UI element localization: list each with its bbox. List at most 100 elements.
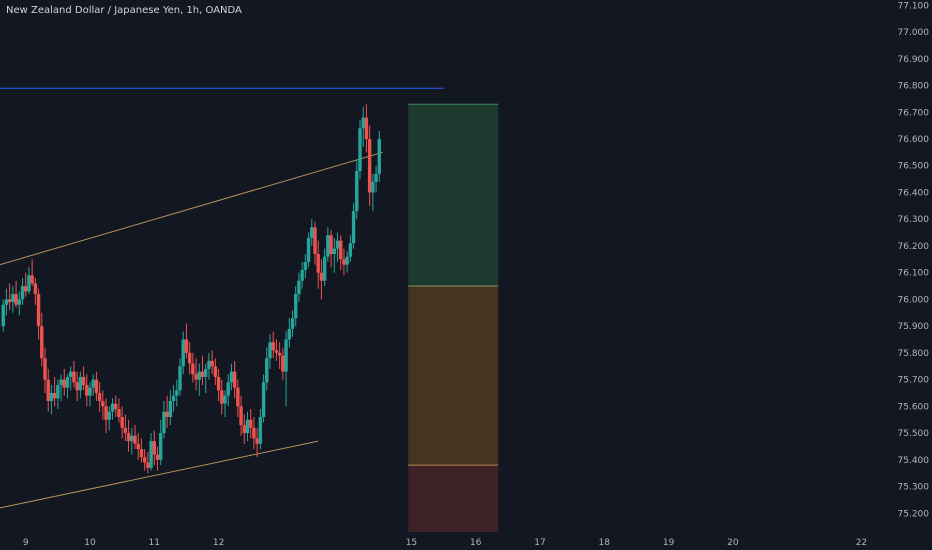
candle-body-down <box>30 275 34 284</box>
candle <box>120 406 124 439</box>
candle-body-down <box>136 443 140 450</box>
candle <box>351 203 356 249</box>
candle-body-up <box>310 227 314 238</box>
candle-body-up <box>322 256 327 281</box>
candle <box>146 451 150 474</box>
time-axis[interactable]: 9 10 11 12 15 16 17 18 19 20 22 <box>23 538 867 548</box>
candle <box>49 384 54 415</box>
price-tick-label: 75.300 <box>898 483 930 493</box>
candle-body-down <box>255 438 259 444</box>
candle <box>159 419 163 466</box>
candle <box>152 430 156 466</box>
candle <box>85 374 89 407</box>
candle <box>297 272 301 303</box>
candle-body-down <box>85 384 89 396</box>
candle <box>4 288 9 316</box>
price-tick-label: 75.400 <box>898 456 930 466</box>
candle-body-down <box>220 390 224 404</box>
time-tick-label: 9 <box>23 538 29 548</box>
candle <box>139 438 144 463</box>
candle <box>46 368 50 412</box>
candle-body-up <box>261 382 266 418</box>
time-tick-label: 17 <box>534 538 545 548</box>
candle <box>335 232 340 262</box>
candle-body-up <box>287 328 291 340</box>
candle-body-down <box>274 350 279 353</box>
candle <box>72 360 76 388</box>
candle <box>104 398 108 434</box>
candle <box>367 125 372 206</box>
candle <box>310 219 314 246</box>
trendline-upper-channel[interactable] <box>0 151 383 266</box>
candle <box>114 395 118 418</box>
candle <box>348 235 353 262</box>
candle <box>329 229 333 268</box>
candle <box>226 374 230 407</box>
price-axis[interactable]: 77.100 77.000 76.900 76.800 76.700 76.600 76.5… <box>898 1 930 519</box>
candle <box>40 312 44 367</box>
candle <box>107 406 111 431</box>
zone-target[interactable] <box>408 104 499 287</box>
candle-body-down <box>184 339 189 353</box>
candle-body-down <box>114 403 118 410</box>
candle <box>59 374 63 402</box>
candle <box>126 419 131 452</box>
candle <box>24 272 28 297</box>
candle-body-up <box>1 304 5 327</box>
candle <box>294 286 298 327</box>
candle <box>181 331 185 375</box>
candle <box>303 253 308 279</box>
candle-body-down <box>43 358 47 380</box>
candle <box>342 248 346 276</box>
candle-body-up <box>181 339 185 367</box>
candle-body-up <box>197 371 201 380</box>
candle <box>236 379 240 418</box>
candle-body-up <box>20 286 25 300</box>
candle <box>197 363 201 396</box>
candle-body-up <box>245 419 250 434</box>
candle-body-up <box>162 411 166 434</box>
candle <box>242 414 246 444</box>
candle-body-up <box>268 342 272 359</box>
time-tick-label: 10 <box>84 538 96 548</box>
candle <box>290 310 295 337</box>
candle-body-down <box>232 371 237 388</box>
candle <box>258 409 263 450</box>
candle <box>313 221 317 265</box>
candle-body-down <box>7 299 12 303</box>
candle <box>332 237 336 273</box>
candle-body-down <box>216 376 221 391</box>
zone-stop[interactable] <box>408 465 499 532</box>
candle-body-down <box>123 427 128 434</box>
price-tick-label: 77.100 <box>898 1 930 11</box>
candle <box>171 384 176 412</box>
candle-body-up <box>326 235 330 257</box>
time-tick-label: 20 <box>727 538 739 548</box>
candle-body-down <box>146 462 150 468</box>
candle-body-up <box>358 128 362 172</box>
candle <box>213 358 218 385</box>
candle <box>300 261 304 289</box>
candle-body-down <box>75 382 79 391</box>
candle-body-up <box>56 384 60 399</box>
candle-body-up <box>258 417 263 444</box>
candle-body-up <box>175 390 179 396</box>
candle <box>36 288 41 340</box>
candle <box>277 342 282 369</box>
candle <box>30 259 34 287</box>
candle-body-down <box>117 409 121 418</box>
candle <box>101 390 105 420</box>
candle <box>191 352 195 383</box>
zone-entry[interactable] <box>408 286 499 466</box>
candle-body-up <box>49 392 54 402</box>
candle <box>377 130 381 182</box>
candle-body-down <box>139 449 144 458</box>
trendline-lower-channel[interactable] <box>0 440 319 509</box>
price-tick-label: 76.800 <box>898 82 930 92</box>
price-tick-label: 75.700 <box>898 376 930 386</box>
candle <box>287 318 291 348</box>
candle <box>62 368 66 396</box>
time-tick-label: 18 <box>599 538 611 548</box>
